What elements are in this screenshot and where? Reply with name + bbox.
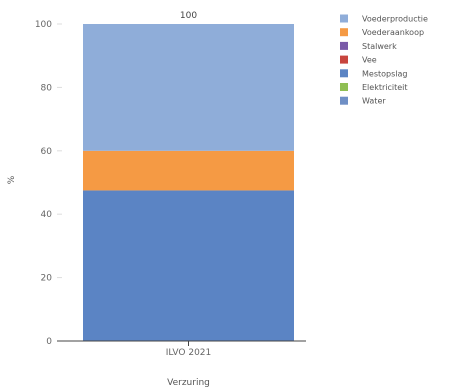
legend-label: Water (362, 97, 386, 106)
legend-swatch (340, 28, 348, 37)
legend-label: Voederaankoop (362, 28, 424, 37)
x-axis: ILVO 2021 (166, 341, 212, 358)
x-axis-title: Verzuring (167, 378, 210, 388)
bar-segment-voederaankoop (83, 150, 294, 191)
legend-swatch (340, 83, 348, 91)
legend-label: Voederproductie (362, 15, 428, 24)
y-tick-label: 20 (41, 274, 53, 284)
legend-swatch (340, 69, 348, 78)
y-tick-label: 100 (35, 20, 52, 30)
bar-total-label: 100 (180, 11, 197, 21)
y-tick-label: 40 (41, 210, 53, 220)
x-tick-label: ILVO 2021 (166, 348, 212, 358)
y-axis-title: % (7, 175, 17, 184)
y-axis: 0 20 40 60 80 100 (35, 20, 62, 347)
y-tick-label: 80 (41, 83, 53, 93)
legend-swatch (340, 41, 348, 50)
legend-label: Mestopslag (362, 69, 407, 78)
bar-segment-voederproductie (83, 24, 294, 151)
bar-segment-mestopslag (83, 190, 294, 341)
legend-label: Stalwerk (362, 42, 397, 51)
y-tick-label: 60 (41, 147, 53, 157)
legend-swatch (340, 55, 348, 64)
legend-label: Elektriciteit (362, 83, 408, 92)
legend-label: Vee (362, 56, 377, 65)
legend: Voederproductie Voederaankoop Stalwerk Vee M… (340, 14, 428, 106)
bar-stack (83, 24, 294, 341)
legend-swatch (340, 14, 348, 23)
legend-swatch (340, 96, 348, 105)
y-tick-label: 0 (46, 337, 52, 347)
